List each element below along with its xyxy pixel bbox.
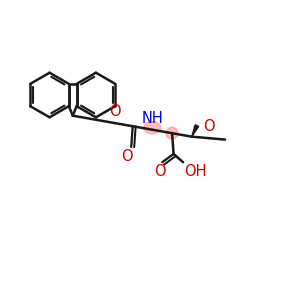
Text: NH: NH — [142, 111, 163, 126]
Ellipse shape — [144, 122, 161, 134]
Polygon shape — [192, 125, 199, 137]
Text: O: O — [109, 104, 121, 119]
Text: O: O — [121, 149, 133, 164]
Text: OH: OH — [184, 164, 207, 179]
Text: O: O — [154, 164, 166, 179]
Ellipse shape — [166, 127, 178, 139]
Text: O: O — [203, 119, 215, 134]
